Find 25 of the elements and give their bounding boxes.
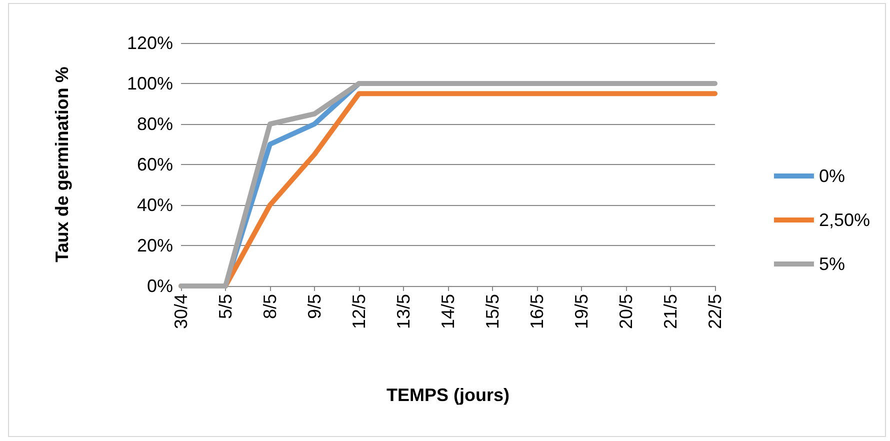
x-tick-label: 16/5	[527, 294, 547, 330]
x-tick-label: 9/5	[304, 294, 324, 320]
x-tick-label: 14/5	[438, 294, 458, 330]
y-axis-title: Taux de germination %	[52, 66, 72, 262]
x-tick-label: 13/5	[394, 294, 414, 330]
legend-label: 0%	[818, 166, 845, 186]
x-tick-label: 19/5	[572, 294, 592, 330]
x-tick-label: 20/5	[616, 294, 636, 330]
y-tick-label: 0%	[146, 276, 173, 296]
y-tick-label: 20%	[136, 236, 173, 256]
x-tick-label: 21/5	[660, 294, 680, 330]
x-tick-label: 8/5	[260, 294, 280, 320]
y-tick-label: 100%	[126, 74, 173, 94]
x-tick-label: 30/4	[171, 294, 191, 330]
y-tick-label: 80%	[136, 114, 173, 134]
x-tick-label: 5/5	[216, 294, 236, 320]
y-tick-label: 60%	[136, 154, 173, 174]
x-axis-title: TEMPS (jours)	[386, 385, 510, 405]
x-tick-label: 22/5	[705, 294, 725, 330]
legend-label: 5%	[818, 254, 845, 274]
y-tick-label: 40%	[136, 195, 173, 215]
legend-label: 2,50%	[818, 210, 870, 230]
x-tick-label: 12/5	[349, 294, 369, 330]
x-tick-label: 15/5	[482, 294, 502, 330]
y-tick-label: 120%	[126, 33, 173, 53]
